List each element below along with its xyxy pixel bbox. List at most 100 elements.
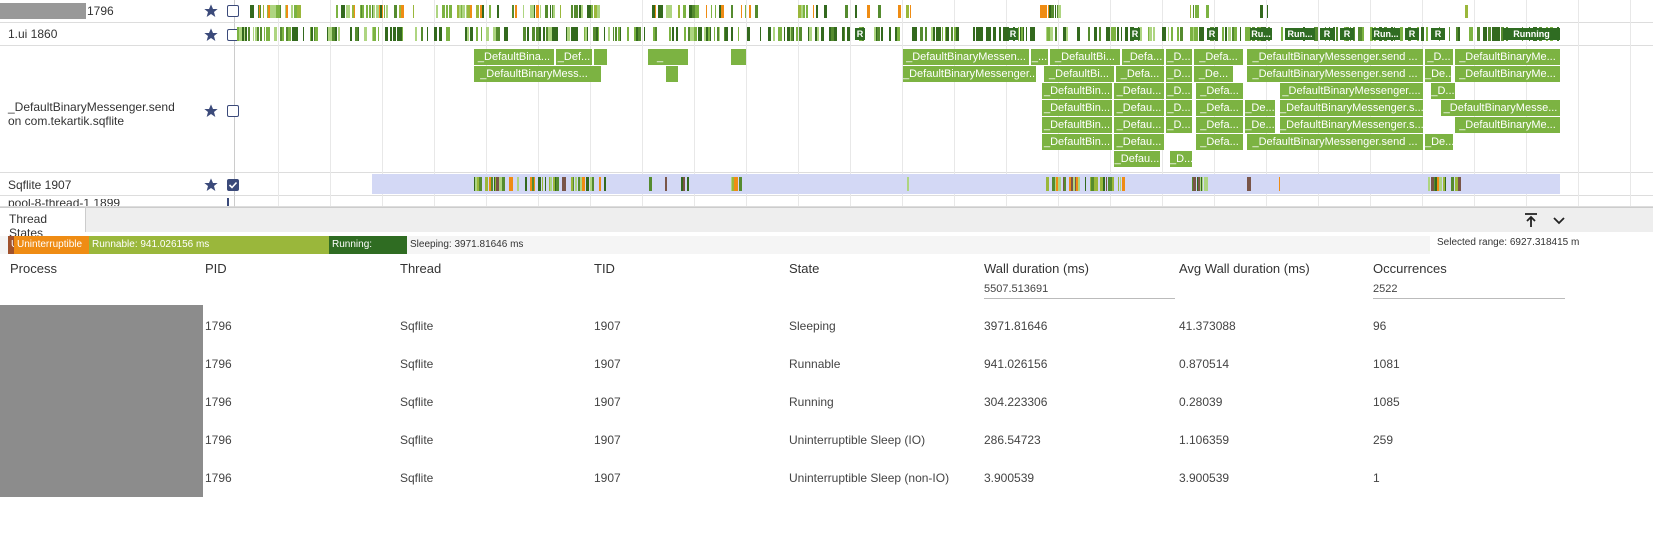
thread-state [1451, 177, 1455, 191]
thread-state [466, 5, 468, 18]
thread-state [464, 27, 468, 41]
thread-state [1176, 27, 1179, 41]
thread-state [979, 27, 982, 41]
slice: _ [648, 49, 672, 65]
thread-state [1049, 27, 1054, 41]
slice [594, 49, 607, 65]
column-header[interactable]: Avg Wall duration (ms) [1179, 261, 1310, 276]
thread-state [297, 5, 301, 18]
thread-state [1191, 177, 1193, 191]
thread-state [499, 177, 504, 191]
thread-state [1234, 27, 1237, 41]
cell: Uninterruptible Sleep (IO) [789, 433, 926, 447]
slice: _Defau... [1114, 100, 1164, 116]
thread-state [358, 27, 360, 41]
thread-state [459, 5, 461, 18]
thread-state [936, 27, 940, 41]
thread-state-label: Run... [1285, 28, 1315, 40]
pin-star[interactable] [203, 103, 219, 119]
thread-state [1190, 27, 1194, 41]
column-header[interactable]: Wall duration (ms) [984, 261, 1089, 276]
thread-state [1204, 177, 1208, 191]
thread-state [467, 5, 471, 18]
thread-state [336, 5, 339, 18]
thread-state [535, 5, 540, 18]
thread-state [710, 5, 713, 18]
thread-state [714, 5, 716, 18]
thread-state [919, 27, 923, 41]
checkbox[interactable] [227, 29, 239, 41]
thread-state [1023, 27, 1025, 41]
thread-state [1439, 177, 1443, 191]
thread-state [470, 27, 473, 41]
thread-state [533, 5, 536, 18]
pin-star[interactable] [203, 3, 219, 19]
thread-state [772, 27, 775, 41]
track-sidebar [0, 46, 235, 173]
thread-state [726, 27, 728, 41]
thread-state [477, 177, 480, 191]
thread-state [924, 27, 927, 41]
thread-state [1091, 177, 1094, 191]
thread-state [1099, 27, 1102, 41]
thread-state [539, 5, 542, 18]
thread-state [548, 177, 551, 191]
cell: Sqflite [400, 357, 434, 371]
column-header[interactable]: TID [594, 261, 615, 276]
thread-state [1078, 177, 1081, 191]
thread-state [571, 27, 575, 41]
thread-state [399, 5, 404, 18]
thread-state [1088, 27, 1090, 41]
column-header[interactable]: State [789, 261, 820, 276]
thread-state [1052, 177, 1055, 191]
column-header[interactable]: Thread [400, 261, 442, 276]
thread-state [878, 5, 881, 18]
thread-state [799, 27, 803, 41]
grid-line [954, 0, 955, 206]
thread-state [250, 5, 253, 18]
panel-icon[interactable] [1550, 211, 1568, 229]
column-header[interactable]: PID [205, 261, 227, 276]
thread-state [275, 5, 280, 18]
pin-star[interactable] [203, 177, 219, 193]
thread-state [846, 27, 851, 41]
slice: _DefaultBinaryMe... [1455, 49, 1560, 65]
thread-state [636, 27, 640, 41]
thread-state [565, 27, 568, 41]
thread-state [675, 27, 679, 41]
thread-state [737, 27, 740, 41]
grid-line [694, 0, 695, 206]
thread-state [1221, 27, 1225, 41]
thread-state [1455, 27, 1460, 41]
pin-star[interactable] [203, 27, 219, 43]
thread-state [505, 27, 508, 41]
thread-state [398, 27, 403, 41]
thread-state [482, 5, 484, 18]
thread-state [939, 27, 942, 41]
thread-state [522, 27, 526, 41]
track-sidebar [0, 196, 235, 207]
thread-state [950, 27, 953, 41]
thread-state [649, 177, 653, 191]
cell: 1907 [594, 433, 621, 447]
column-header[interactable]: Process [10, 261, 57, 276]
slice: _DefaultBi... [1044, 66, 1114, 82]
thread-state [1192, 5, 1194, 18]
thread-state [734, 177, 738, 191]
checkbox[interactable] [227, 5, 239, 17]
cell: 286.54723 [984, 433, 1041, 447]
thread-state [440, 27, 442, 41]
checkbox[interactable] [227, 179, 239, 191]
thread-state [494, 177, 497, 191]
checkbox[interactable] [227, 105, 239, 117]
column-header[interactable]: Occurrences [1373, 261, 1447, 276]
tab[interactable]: Thread States [0, 208, 86, 240]
thread-state [1492, 27, 1496, 41]
slice: _De... [1194, 66, 1233, 82]
track-label: Sqflite 1907 [8, 178, 72, 192]
thread-state [710, 27, 712, 41]
thread-state-label: R [1340, 28, 1354, 40]
panel-icon[interactable] [1522, 211, 1540, 229]
total: 2522 [1373, 283, 1565, 299]
slice: _DefaultBinaryMessenger... [903, 66, 1036, 82]
